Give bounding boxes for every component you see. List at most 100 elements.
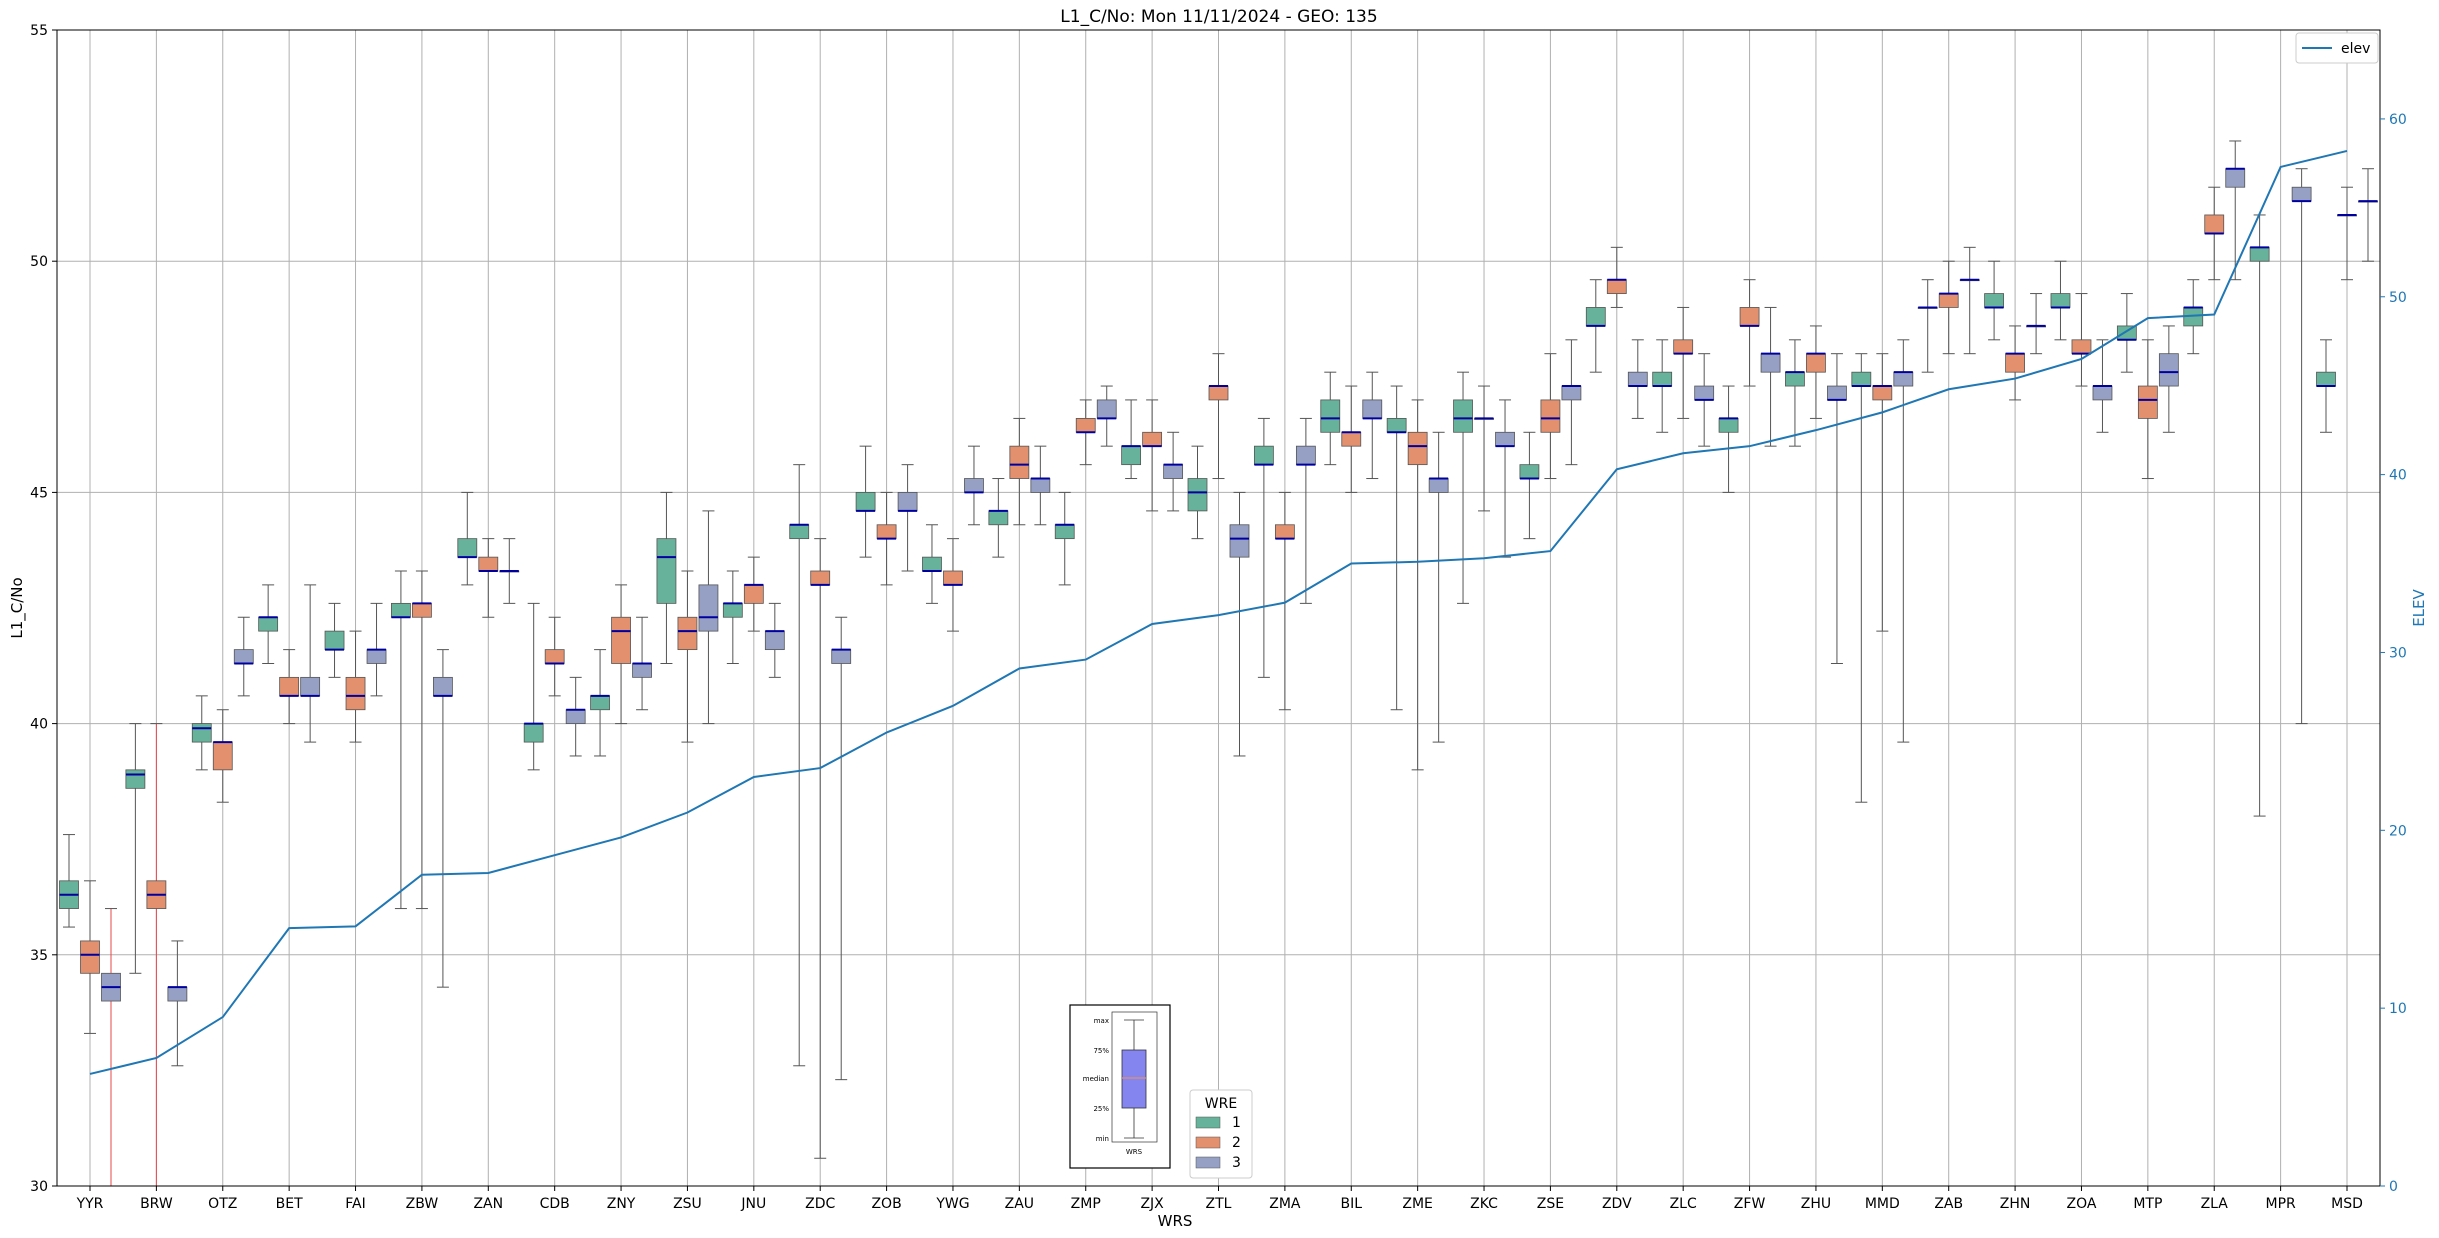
wre-legend-label-2: 2 (1232, 1135, 1241, 1151)
x-tick-label: ZSU (673, 1196, 702, 1212)
elev-line (89, 149, 2348, 1075)
box-iqr (80, 940, 100, 974)
box-iqr (1009, 445, 1030, 479)
x-tick-label: MSD (2331, 1196, 2363, 1212)
box-iqr (1760, 353, 1781, 373)
box-iqr (1585, 307, 1606, 327)
box-iqr (125, 769, 146, 789)
x-tick-label: YYR (76, 1196, 104, 1212)
box-iqr (677, 616, 698, 651)
y-tick-label: 40 (30, 717, 48, 733)
x-tick-label: OTZ (208, 1196, 237, 1212)
chart-title: L1_C/No: Mon 11/11/2024 - GEO: 135 (1060, 7, 1377, 27)
x-tick-label: ZKC (1470, 1196, 1498, 1212)
box-iqr (2204, 214, 2225, 234)
x-tick-label: ZHU (1801, 1196, 1831, 1212)
box-iqr (478, 556, 499, 572)
box-iqr (897, 491, 918, 512)
box-iqr (722, 602, 743, 618)
x-tick-label: ZAU (1005, 1196, 1034, 1212)
box-iqr (1453, 399, 1473, 433)
x-tick-label: ZBW (406, 1196, 439, 1212)
box-iqr (1075, 418, 1096, 433)
box-iqr (1208, 385, 1229, 401)
x-tick-label: BIL (1340, 1196, 1362, 1212)
y2-tick-label: 50 (2389, 290, 2407, 306)
x-tick-label: BET (276, 1196, 303, 1212)
y2-tick-label: 40 (2389, 468, 2407, 484)
box-iqr (433, 676, 453, 697)
box-iqr (1561, 385, 1582, 401)
box-iqr (300, 676, 321, 697)
box-iqr (412, 602, 432, 618)
box-iqr (2005, 353, 2025, 373)
y-tick-label: 30 (30, 1179, 48, 1195)
box-guide-box (1121, 1049, 1147, 1109)
wre-legend-title: WRE (1205, 1096, 1237, 1112)
box-iqr (590, 695, 610, 711)
box-iqr (1872, 385, 1893, 401)
box-iqr (2050, 293, 2071, 308)
box-iqr (1893, 371, 1914, 387)
y2-tick-label: 0 (2389, 1179, 2398, 1195)
y2-tick-label: 10 (2389, 1001, 2407, 1017)
x-tick-label: MPR (2265, 1196, 2296, 1212)
box-iqr (1652, 371, 1673, 387)
x-tick-label: ZDV (1602, 1196, 1632, 1212)
wre-legend-label-1: 1 (1232, 1115, 1241, 1131)
box-iqr (1718, 418, 1739, 433)
y-tick-label: 35 (30, 948, 48, 964)
box-iqr (831, 649, 852, 664)
x-tick-label: YWG (935, 1196, 969, 1212)
x-axis-title: WRS (1158, 1212, 1193, 1230)
box-iqr (1827, 385, 1847, 401)
x-tick-label: MTP (2133, 1196, 2162, 1212)
box-iqr (1362, 399, 1383, 419)
box-iqr (2316, 371, 2336, 387)
elev-legend: elev (2295, 32, 2379, 64)
wre-legend-frame (1189, 1089, 1253, 1179)
box-iqr (789, 524, 810, 540)
x-tick-label: ZOB (871, 1196, 901, 1212)
x-tick-label: ZFW (1734, 1196, 1766, 1212)
box-iqr (1495, 431, 1515, 447)
box-iqr (1407, 431, 1428, 466)
x-tick-label: ZMA (1269, 1196, 1301, 1212)
x-tick-label: ZJX (1140, 1196, 1164, 1212)
y2-axis-title: ELEV (2410, 588, 2428, 626)
box-iqr (656, 538, 677, 604)
box-iqr (279, 676, 300, 697)
box-iqr (457, 538, 478, 558)
box-iqr (632, 663, 652, 678)
box-iqr (1938, 293, 1959, 308)
x-tick-label: ZTL (1206, 1196, 1232, 1212)
x-tick-label: ZHN (2000, 1196, 2031, 1212)
box-iqr (810, 570, 831, 586)
wre-legend-swatch-2 (1195, 1136, 1221, 1149)
box-iqr (212, 741, 233, 771)
box-iqr (943, 570, 963, 586)
box-iqr (2249, 246, 2270, 262)
box-iqr (565, 709, 586, 725)
box-iqr (922, 556, 942, 572)
x-tick-label: ZSE (1537, 1196, 1564, 1212)
box-iqr (191, 723, 212, 743)
box-iqr (743, 584, 764, 604)
x-tick-label: ZLC (1670, 1196, 1697, 1212)
x-tick-label: ZAN (473, 1196, 503, 1212)
box-iqr (1519, 464, 1540, 479)
box-guide-label-median: median (1083, 1075, 1109, 1083)
wre-legend-swatch-1 (1195, 1116, 1221, 1129)
x-tick-label: ZNY (607, 1196, 636, 1212)
box-iqr (233, 649, 254, 664)
box-guide-label-min: min (1096, 1135, 1109, 1143)
box-iqr (1694, 385, 1715, 401)
box-guide-label-q1: 25% (1093, 1105, 1109, 1113)
y-tick-label: 45 (30, 485, 48, 501)
box-iqr (1229, 524, 1250, 558)
box-iqr (1606, 279, 1627, 294)
box-iqr (855, 491, 876, 512)
box-iqr (964, 478, 984, 493)
box-iqr (345, 676, 366, 711)
